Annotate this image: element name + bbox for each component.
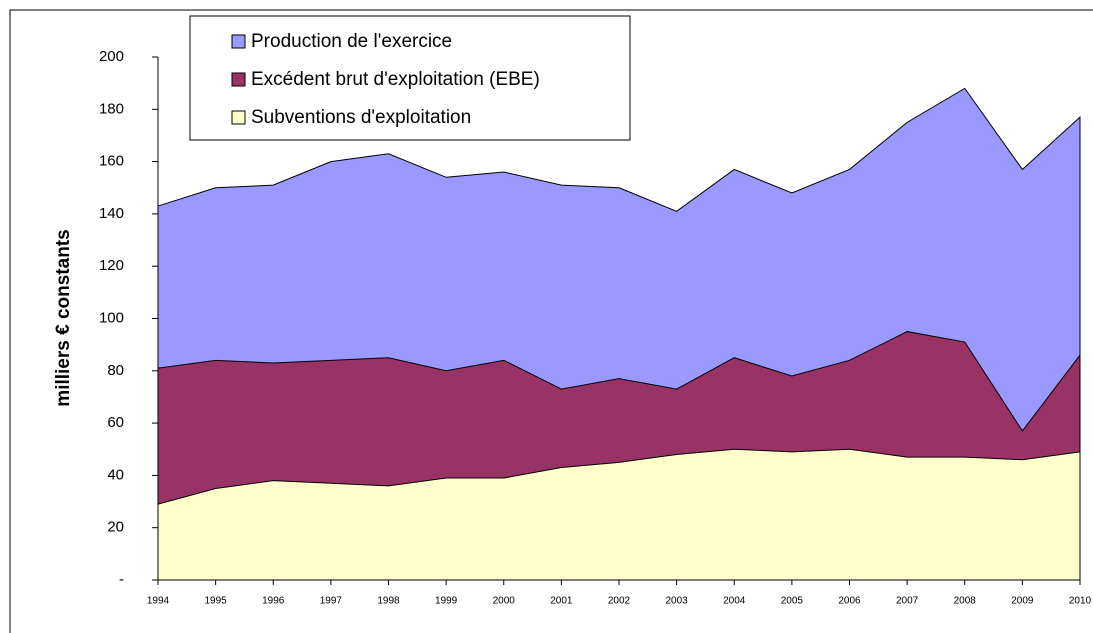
y-tick-label: -: [119, 571, 124, 588]
y-tick-label: 80: [107, 362, 124, 379]
x-tick-label: 2001: [550, 596, 573, 607]
x-tick-label: 2008: [954, 596, 977, 607]
x-tick-label: 2009: [1011, 596, 1034, 607]
x-tick-label: 1995: [205, 596, 228, 607]
y-tick-label: 20: [107, 519, 124, 536]
legend-swatch: [231, 34, 246, 49]
legend-swatch: [231, 72, 246, 87]
y-axis-label: milliers € constants: [53, 229, 74, 406]
y-tick-label: 140: [99, 205, 124, 222]
x-tick-label: 2000: [493, 596, 516, 607]
y-tick-label: 200: [99, 48, 124, 65]
legend-swatch: [231, 110, 246, 125]
legend-label: Subventions d'exploitation: [251, 107, 471, 128]
x-tick-label: 2010: [1069, 596, 1092, 607]
y-tick-label: 180: [99, 100, 124, 117]
y-tick-label: 40: [107, 466, 124, 483]
x-tick-label: 2007: [896, 596, 919, 607]
x-tick-label: 2004: [723, 596, 746, 607]
legend-label: Excédent brut d'exploitation (EBE): [251, 69, 540, 90]
legend-label: Production de l'exercice: [251, 31, 452, 52]
x-tick-label: 1996: [262, 596, 285, 607]
chart-frame: [9, 9, 1093, 633]
x-tick-label: 2005: [781, 596, 804, 607]
x-tick-label: 1999: [435, 596, 458, 607]
x-tick-label: 2002: [608, 596, 631, 607]
x-tick-label: 2006: [838, 596, 861, 607]
y-tick-label: 100: [99, 309, 124, 326]
x-tick-label: 1994: [147, 596, 170, 607]
y-tick-label: 120: [99, 257, 124, 274]
y-tick-label: 160: [99, 153, 124, 170]
x-tick-label: 2003: [666, 596, 689, 607]
area: [157, 448, 1081, 581]
x-tick-label: 1998: [377, 596, 400, 607]
y-tick-label: 60: [107, 414, 124, 431]
legend-box: [189, 15, 631, 141]
x-tick-label: 1997: [320, 596, 343, 607]
